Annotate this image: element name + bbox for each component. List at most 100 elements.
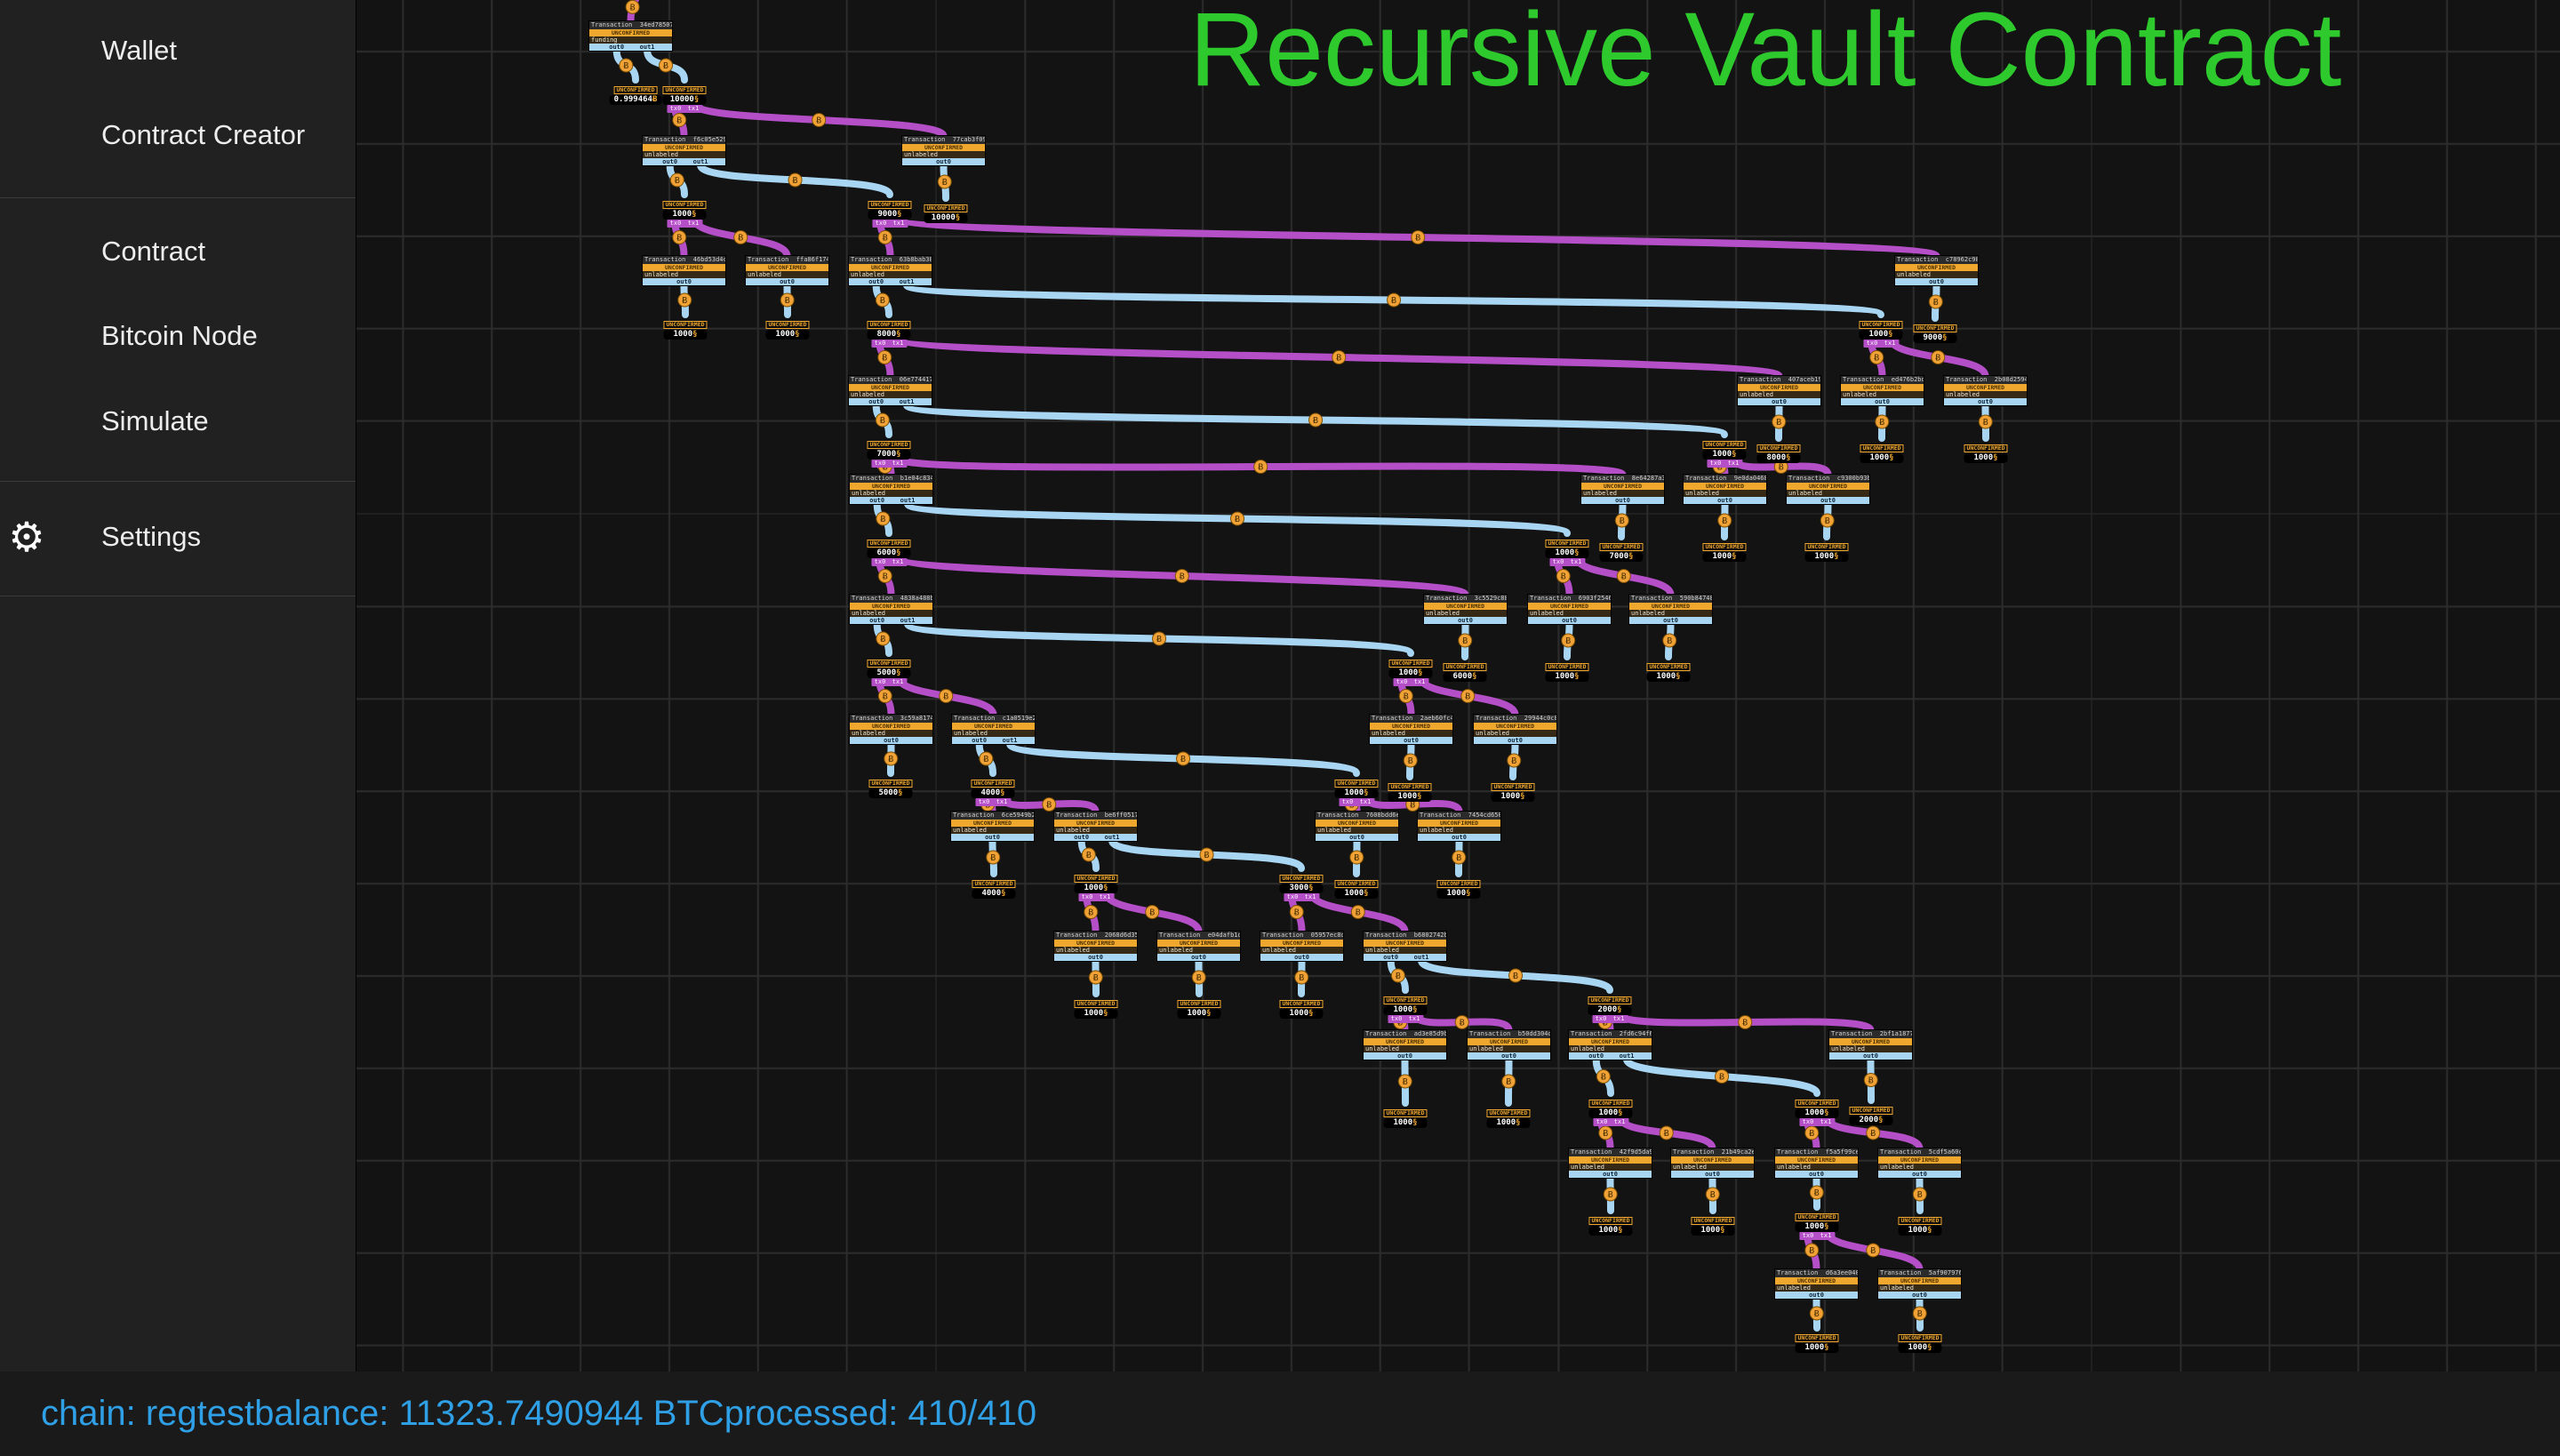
spend-port[interactable]: tx1	[687, 220, 700, 227]
out-port[interactable]: out0	[1820, 497, 1836, 504]
transaction-node[interactable]: Transaction ffa86f1749d159aaUNCONFIRMEDu…	[746, 256, 828, 285]
transaction-node[interactable]: Transaction 8e64287a3dba3347UNCONFIRMEDu…	[1581, 475, 1664, 504]
utxo-node[interactable]: UNCONFIRMED 1000§ tx0 tx1	[1702, 433, 1747, 468]
transaction-node[interactable]: Transaction 9e0da0468f193da9UNCONFIRMEDu…	[1684, 475, 1766, 504]
out-port[interactable]: out0	[1615, 497, 1630, 504]
spend-port[interactable]: tx0	[874, 678, 886, 685]
transaction-node[interactable]: Transaction c1a0519e2fa6f66dUNCONFIRMEDu…	[952, 715, 1035, 744]
spend-port[interactable]: tx1	[1820, 1232, 1832, 1239]
sidebar-item-bitcoin-node[interactable]: Bitcoin Node	[101, 320, 258, 351]
spend-port[interactable]: tx1	[892, 678, 904, 685]
transaction-node[interactable]: Transaction b1e04c834ff20287UNCONFIRMEDu…	[850, 475, 932, 504]
transaction-node[interactable]: Transaction 7608bdd6e7bb6689UNCONFIRMEDu…	[1316, 812, 1398, 841]
out-port[interactable]: out1	[639, 44, 655, 51]
transaction-node[interactable]: Transaction 29944c0c88b4c0b7UNCONFIRMEDu…	[1474, 715, 1556, 744]
output-row[interactable]: out0	[746, 278, 828, 285]
utxo-node[interactable]: UNCONFIRMED 1000§ tx0 tx1	[1795, 1205, 1839, 1240]
out-port[interactable]: out0	[972, 737, 988, 744]
output-row[interactable]: out0	[1775, 1171, 1858, 1178]
out-port[interactable]: out0	[1501, 1052, 1516, 1060]
sidebar-item-contract-creator[interactable]: Contract Creator	[101, 119, 306, 150]
utxo-node[interactable]: UNCONFIRMED 2000§	[1849, 1099, 1893, 1125]
utxo-node[interactable]: UNCONFIRMED 2000§ tx0 tx1	[1588, 988, 1632, 1023]
out-port[interactable]: out0	[1294, 954, 1309, 961]
utxo-node[interactable]: UNCONFIRMED 1000§	[1646, 655, 1691, 682]
spend-row[interactable]: tx0 tx1	[1592, 1118, 1628, 1126]
spend-row[interactable]: tx0 tx1	[1392, 678, 1428, 686]
utxo-node[interactable]: UNCONFIRMED 1000§	[1388, 775, 1432, 802]
output-row[interactable]: out0	[1878, 1292, 1961, 1299]
transaction-node[interactable]: Transaction d6a3ee040a73b50dUNCONFIRMEDu…	[1775, 1269, 1858, 1299]
spend-port[interactable]: tx0	[1595, 1015, 1607, 1022]
out-port[interactable]: out0	[1705, 1171, 1720, 1178]
spend-port[interactable]: tx1	[1359, 798, 1372, 805]
out-port[interactable]: out0	[1088, 954, 1103, 961]
utxo-node[interactable]: UNCONFIRMED 8000§	[1756, 436, 1801, 463]
spend-port[interactable]: tx1	[1304, 893, 1316, 900]
output-row[interactable]: out0	[1944, 398, 2027, 405]
output-row[interactable]: out0	[1841, 398, 1924, 405]
out-port[interactable]: out0	[1397, 1052, 1412, 1060]
spend-row[interactable]: tx0 tx1	[1862, 340, 1899, 348]
utxo-node[interactable]: UNCONFIRMED 1000§	[1804, 535, 1849, 562]
utxo-node[interactable]: UNCONFIRMED 5000§ tx0 tx1	[867, 652, 911, 686]
utxo-node[interactable]: UNCONFIRMED 3000§ tx0 tx1	[1279, 867, 1324, 901]
sidebar-item-wallet[interactable]: Wallet	[101, 35, 177, 66]
spend-row[interactable]: tx0 tx1	[666, 220, 702, 228]
output-row[interactable]: out0	[1528, 617, 1611, 624]
transaction-node[interactable]: Transaction 6ce5949b2556e220UNCONFIRMEDu…	[951, 812, 1034, 841]
spend-port[interactable]: tx1	[892, 460, 904, 467]
spend-port[interactable]: tx0	[1081, 893, 1093, 900]
utxo-node[interactable]: UNCONFIRMED 1000§	[1691, 1209, 1735, 1236]
utxo-node[interactable]: UNCONFIRMED 1000§	[1279, 992, 1324, 1019]
output-row[interactable]: out0 out1	[1054, 834, 1137, 841]
out-port[interactable]: out0	[1809, 1292, 1824, 1299]
output-row[interactable]: out0	[1895, 278, 1978, 285]
spend-port[interactable]: tx0	[1802, 1232, 1814, 1239]
spend-port[interactable]: tx1	[1820, 1118, 1832, 1125]
transaction-node[interactable]: Transaction 407aceb19db09995UNCONFIRMEDu…	[1738, 376, 1820, 405]
utxo-node[interactable]: UNCONFIRMED 1000§	[765, 313, 810, 340]
utxo-node[interactable]: UNCONFIRMED 1000§	[1545, 655, 1589, 682]
out-port[interactable]: out1	[900, 497, 916, 504]
transaction-node[interactable]: Transaction 2bf1a18774a3c877UNCONFIRMEDu…	[1829, 1030, 1912, 1060]
spend-port[interactable]: tx1	[1613, 1118, 1626, 1125]
output-row[interactable]: out0 out1	[849, 398, 932, 405]
utxo-node[interactable]: UNCONFIRMED 1000§ tx0 tx1	[1545, 532, 1589, 566]
utxo-node[interactable]: UNCONFIRMED 1000§ tx0 tx1	[1388, 652, 1433, 686]
spend-row[interactable]: tx0 tx1	[871, 220, 908, 228]
spend-port[interactable]: tx0	[1802, 1118, 1814, 1125]
utxo-node[interactable]: UNCONFIRMED 5000§	[868, 772, 913, 798]
out-port[interactable]: out0	[1717, 497, 1732, 504]
out-port[interactable]: out0	[1603, 1171, 1618, 1178]
out-port[interactable]: out0	[1912, 1292, 1927, 1299]
spend-row[interactable]: tx0 tx1	[1338, 798, 1374, 806]
transaction-node[interactable]: Transaction 3c5529c88c5ce1d8UNCONFIRMEDu…	[1424, 595, 1507, 624]
spend-row[interactable]: tx0 tx1	[870, 678, 907, 686]
output-row[interactable]: out0	[1775, 1292, 1858, 1299]
utxo-node[interactable]: UNCONFIRMED 1000§ tx0 tx1	[1795, 1092, 1839, 1126]
out-port[interactable]: out0	[869, 617, 885, 624]
output-row[interactable]: out0	[1260, 954, 1343, 961]
utxo-node[interactable]: UNCONFIRMED 10000§ tx0 tx1	[662, 78, 707, 113]
transaction-node[interactable]: Transaction 05957ec8d85735f3UNCONFIRMEDu…	[1260, 932, 1343, 961]
transaction-node[interactable]: Transaction 06e774417abcc76bUNCONFIRMEDu…	[849, 376, 932, 405]
utxo-node[interactable]: UNCONFIRMED 1000§	[1795, 1326, 1839, 1353]
utxo-node[interactable]: UNCONFIRMED 1000§	[663, 313, 708, 340]
output-row[interactable]: out0	[1157, 954, 1240, 961]
spend-port[interactable]: tx0	[874, 460, 886, 467]
spend-port[interactable]: tx0	[1709, 460, 1722, 467]
out-port[interactable]: out1	[899, 278, 915, 285]
spend-port[interactable]: tx0	[875, 220, 887, 227]
out-port[interactable]: out1	[1104, 834, 1120, 841]
spend-row[interactable]: tx0 tx1	[1387, 1015, 1423, 1023]
out-port[interactable]: out0	[1978, 398, 1993, 405]
utxo-node[interactable]: UNCONFIRMED 1000§	[1383, 1101, 1428, 1128]
output-row[interactable]: out0	[1738, 398, 1820, 405]
transaction-node[interactable]: Transaction 21b49ca2eb928cbdUNCONFIRMEDu…	[1671, 1148, 1754, 1178]
spend-port[interactable]: tx1	[892, 340, 904, 347]
spend-row[interactable]: tx0 tx1	[1548, 558, 1585, 566]
out-port[interactable]: out1	[1413, 954, 1429, 961]
transaction-node[interactable]: Transaction ed476b2bd830f904UNCONFIRMEDu…	[1841, 376, 1924, 405]
utxo-node[interactable]: UNCONFIRMED 1000§	[1436, 872, 1481, 899]
